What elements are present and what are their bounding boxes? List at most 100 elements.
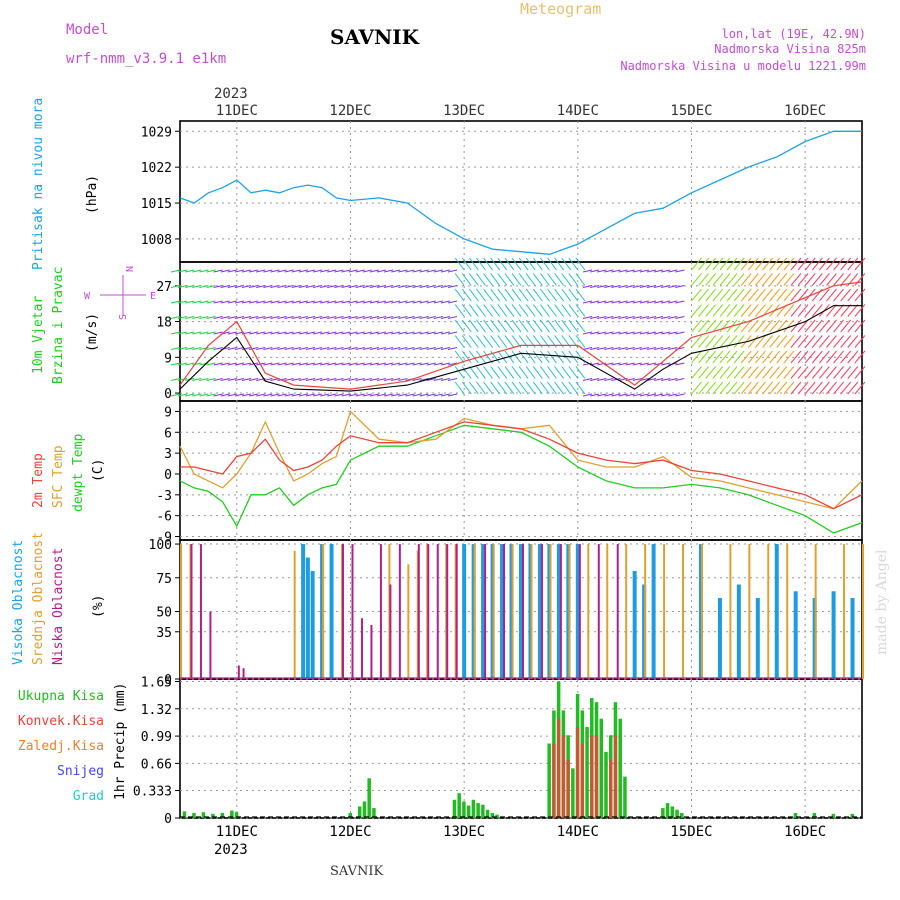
precip-bar — [372, 808, 376, 818]
model-label: Model — [66, 22, 108, 38]
wind-barb — [712, 304, 724, 317]
wind-barb — [256, 393, 266, 397]
wind-barb — [653, 269, 664, 273]
wind-barb — [653, 378, 664, 381]
wind-barb — [440, 269, 451, 273]
precip-legend-item: Zaledj.Kisa — [18, 739, 104, 754]
wind-barb — [597, 347, 607, 350]
wind-barb — [497, 273, 508, 286]
wind-barb — [277, 285, 287, 288]
wind-barb — [755, 350, 766, 364]
precip-bar — [211, 813, 215, 818]
wind-barb — [270, 331, 280, 335]
pressure-title: Pritisak na nivou mora — [31, 98, 46, 270]
temp-frame — [179, 400, 863, 541]
wind-barb — [426, 347, 436, 350]
wind-barb — [712, 257, 724, 271]
wind-barb — [270, 269, 280, 273]
wind-barb — [590, 331, 600, 335]
wind-barb — [597, 378, 607, 381]
wind-barb — [199, 285, 209, 288]
wind-barb — [170, 269, 181, 273]
wind-barb — [468, 381, 479, 395]
wind-barb — [490, 288, 501, 302]
wind-barb — [433, 269, 443, 273]
temp-ticks: 9 6 3 0 -3 -6 -9 — [156, 405, 862, 546]
year-top: 2023 — [214, 86, 248, 102]
wind-barb — [412, 316, 422, 319]
wind-barb — [797, 350, 809, 364]
wind-barb — [618, 300, 628, 304]
wind-barb — [241, 300, 252, 304]
wind-barb — [618, 331, 628, 335]
cloud-bar — [843, 544, 846, 679]
wind-barb — [369, 285, 380, 288]
wind-barb — [625, 269, 635, 273]
wind-barb — [618, 393, 628, 397]
wind-barb — [199, 393, 209, 397]
wind-barb — [653, 393, 664, 397]
wind-barb — [698, 304, 709, 317]
wind-barb — [320, 316, 330, 319]
wind-barb — [312, 316, 323, 319]
wind-barb — [192, 393, 202, 397]
wind-barb — [192, 300, 202, 304]
precip-bar — [812, 813, 817, 818]
wind-barb — [355, 285, 365, 288]
wind-barb — [691, 319, 702, 333]
wind-barb — [769, 366, 781, 379]
wind-barb — [826, 350, 837, 364]
wind-barb — [698, 273, 709, 286]
wind-barb — [376, 347, 387, 350]
wind-barb — [334, 393, 344, 397]
wind-barb — [284, 269, 294, 273]
cloud-bar — [700, 544, 703, 679]
wind-barb — [755, 304, 766, 317]
wind-barb — [840, 304, 852, 317]
wind-barb — [726, 350, 738, 364]
tick-label: 1022 — [141, 161, 172, 176]
wind-barb — [747, 304, 759, 317]
cloud-bar — [663, 544, 666, 679]
precip-bar — [608, 760, 613, 818]
precip-bar — [220, 813, 225, 818]
wind-barb — [213, 300, 223, 304]
wind-barb — [719, 350, 731, 364]
wind-barb — [369, 378, 380, 381]
wind-barb — [249, 285, 259, 288]
wind-barb — [698, 350, 709, 364]
wind-barb — [298, 362, 308, 366]
wind-barb — [826, 304, 837, 317]
wind-barb — [376, 378, 387, 381]
wind-barb — [504, 319, 515, 333]
wind-barb — [611, 347, 621, 350]
wind-barb — [440, 316, 451, 319]
wind-barb — [639, 269, 649, 273]
wind-barb — [847, 304, 859, 317]
wind-barb — [582, 285, 593, 288]
wind-barb — [826, 366, 837, 379]
wind-barb — [590, 316, 600, 319]
wind-barb — [213, 347, 223, 350]
cloud-bar — [190, 544, 193, 679]
wind-barb — [320, 362, 330, 366]
wind-barb — [847, 288, 859, 302]
wind-barb — [811, 319, 823, 333]
wind-barb — [804, 350, 816, 364]
wind-barb — [291, 378, 301, 381]
precip-bar — [476, 803, 480, 818]
wind-barb — [277, 362, 287, 366]
wind-barb — [826, 381, 837, 395]
wind-barb — [440, 378, 451, 381]
wind-barb — [305, 347, 316, 350]
wind-barb — [454, 381, 465, 395]
wind-barb — [270, 285, 280, 288]
wind-barb — [199, 331, 209, 335]
wind-barb — [277, 347, 287, 350]
wind-barb — [733, 350, 745, 364]
cloud-bar — [511, 544, 514, 679]
wind-barb — [618, 316, 628, 319]
cloud-bar — [519, 544, 523, 679]
wind-barb — [540, 273, 550, 286]
